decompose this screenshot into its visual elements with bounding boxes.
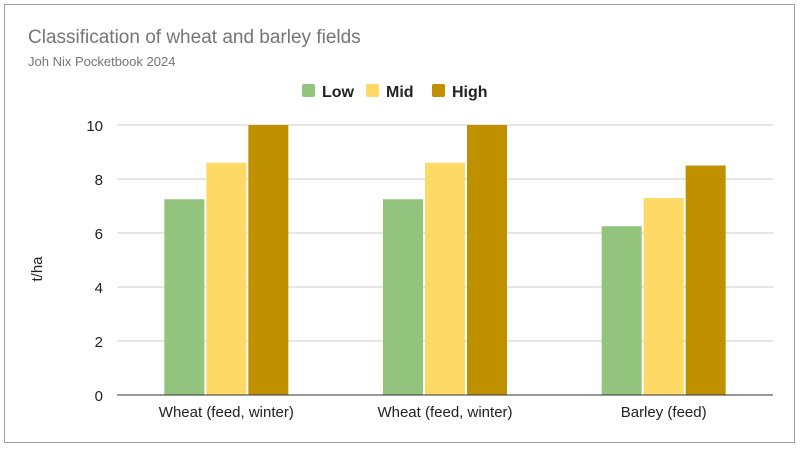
legend-label-high: High: [452, 84, 488, 101]
chart-subtitle: Joh Nix Pocketbook 2024: [28, 54, 175, 69]
y-tick-label: 8: [95, 172, 103, 189]
bar-mid: [425, 162, 465, 395]
x-tick-label: Wheat (feed, winter): [159, 404, 294, 421]
bar-low: [383, 199, 423, 395]
legend-label-low: Low: [322, 84, 355, 101]
legend-swatch-high: [432, 84, 445, 97]
bars: [164, 125, 726, 395]
y-axis-label: t/ha: [29, 256, 46, 282]
x-axis-labels: Wheat (feed, winter) Wheat (feed, winter)…: [159, 404, 707, 421]
bar-mid: [643, 197, 684, 395]
y-tick-label: 2: [95, 334, 103, 351]
bar-high: [685, 165, 726, 395]
bar-mid: [206, 162, 247, 395]
legend-swatch-low: [302, 84, 315, 97]
y-tick-label: 0: [95, 388, 103, 405]
y-tick-label: 4: [95, 280, 103, 297]
y-tick-label: 10: [86, 118, 103, 135]
y-axis-ticks: 0 2 4 6 8 10: [86, 118, 103, 405]
y-tick-label: 6: [95, 226, 103, 243]
chart-title: Classification of wheat and barley field…: [28, 27, 361, 48]
bar-low: [601, 226, 642, 395]
bar-high: [467, 125, 507, 395]
legend-label-mid: Mid: [386, 84, 414, 101]
legend-swatch-mid: [366, 84, 379, 97]
x-tick-label: Barley (feed): [621, 404, 707, 421]
legend: Low Mid High: [302, 84, 488, 101]
bar-high: [248, 125, 289, 395]
bar-low: [164, 199, 205, 395]
x-tick-label: Wheat (feed, winter): [377, 404, 512, 421]
